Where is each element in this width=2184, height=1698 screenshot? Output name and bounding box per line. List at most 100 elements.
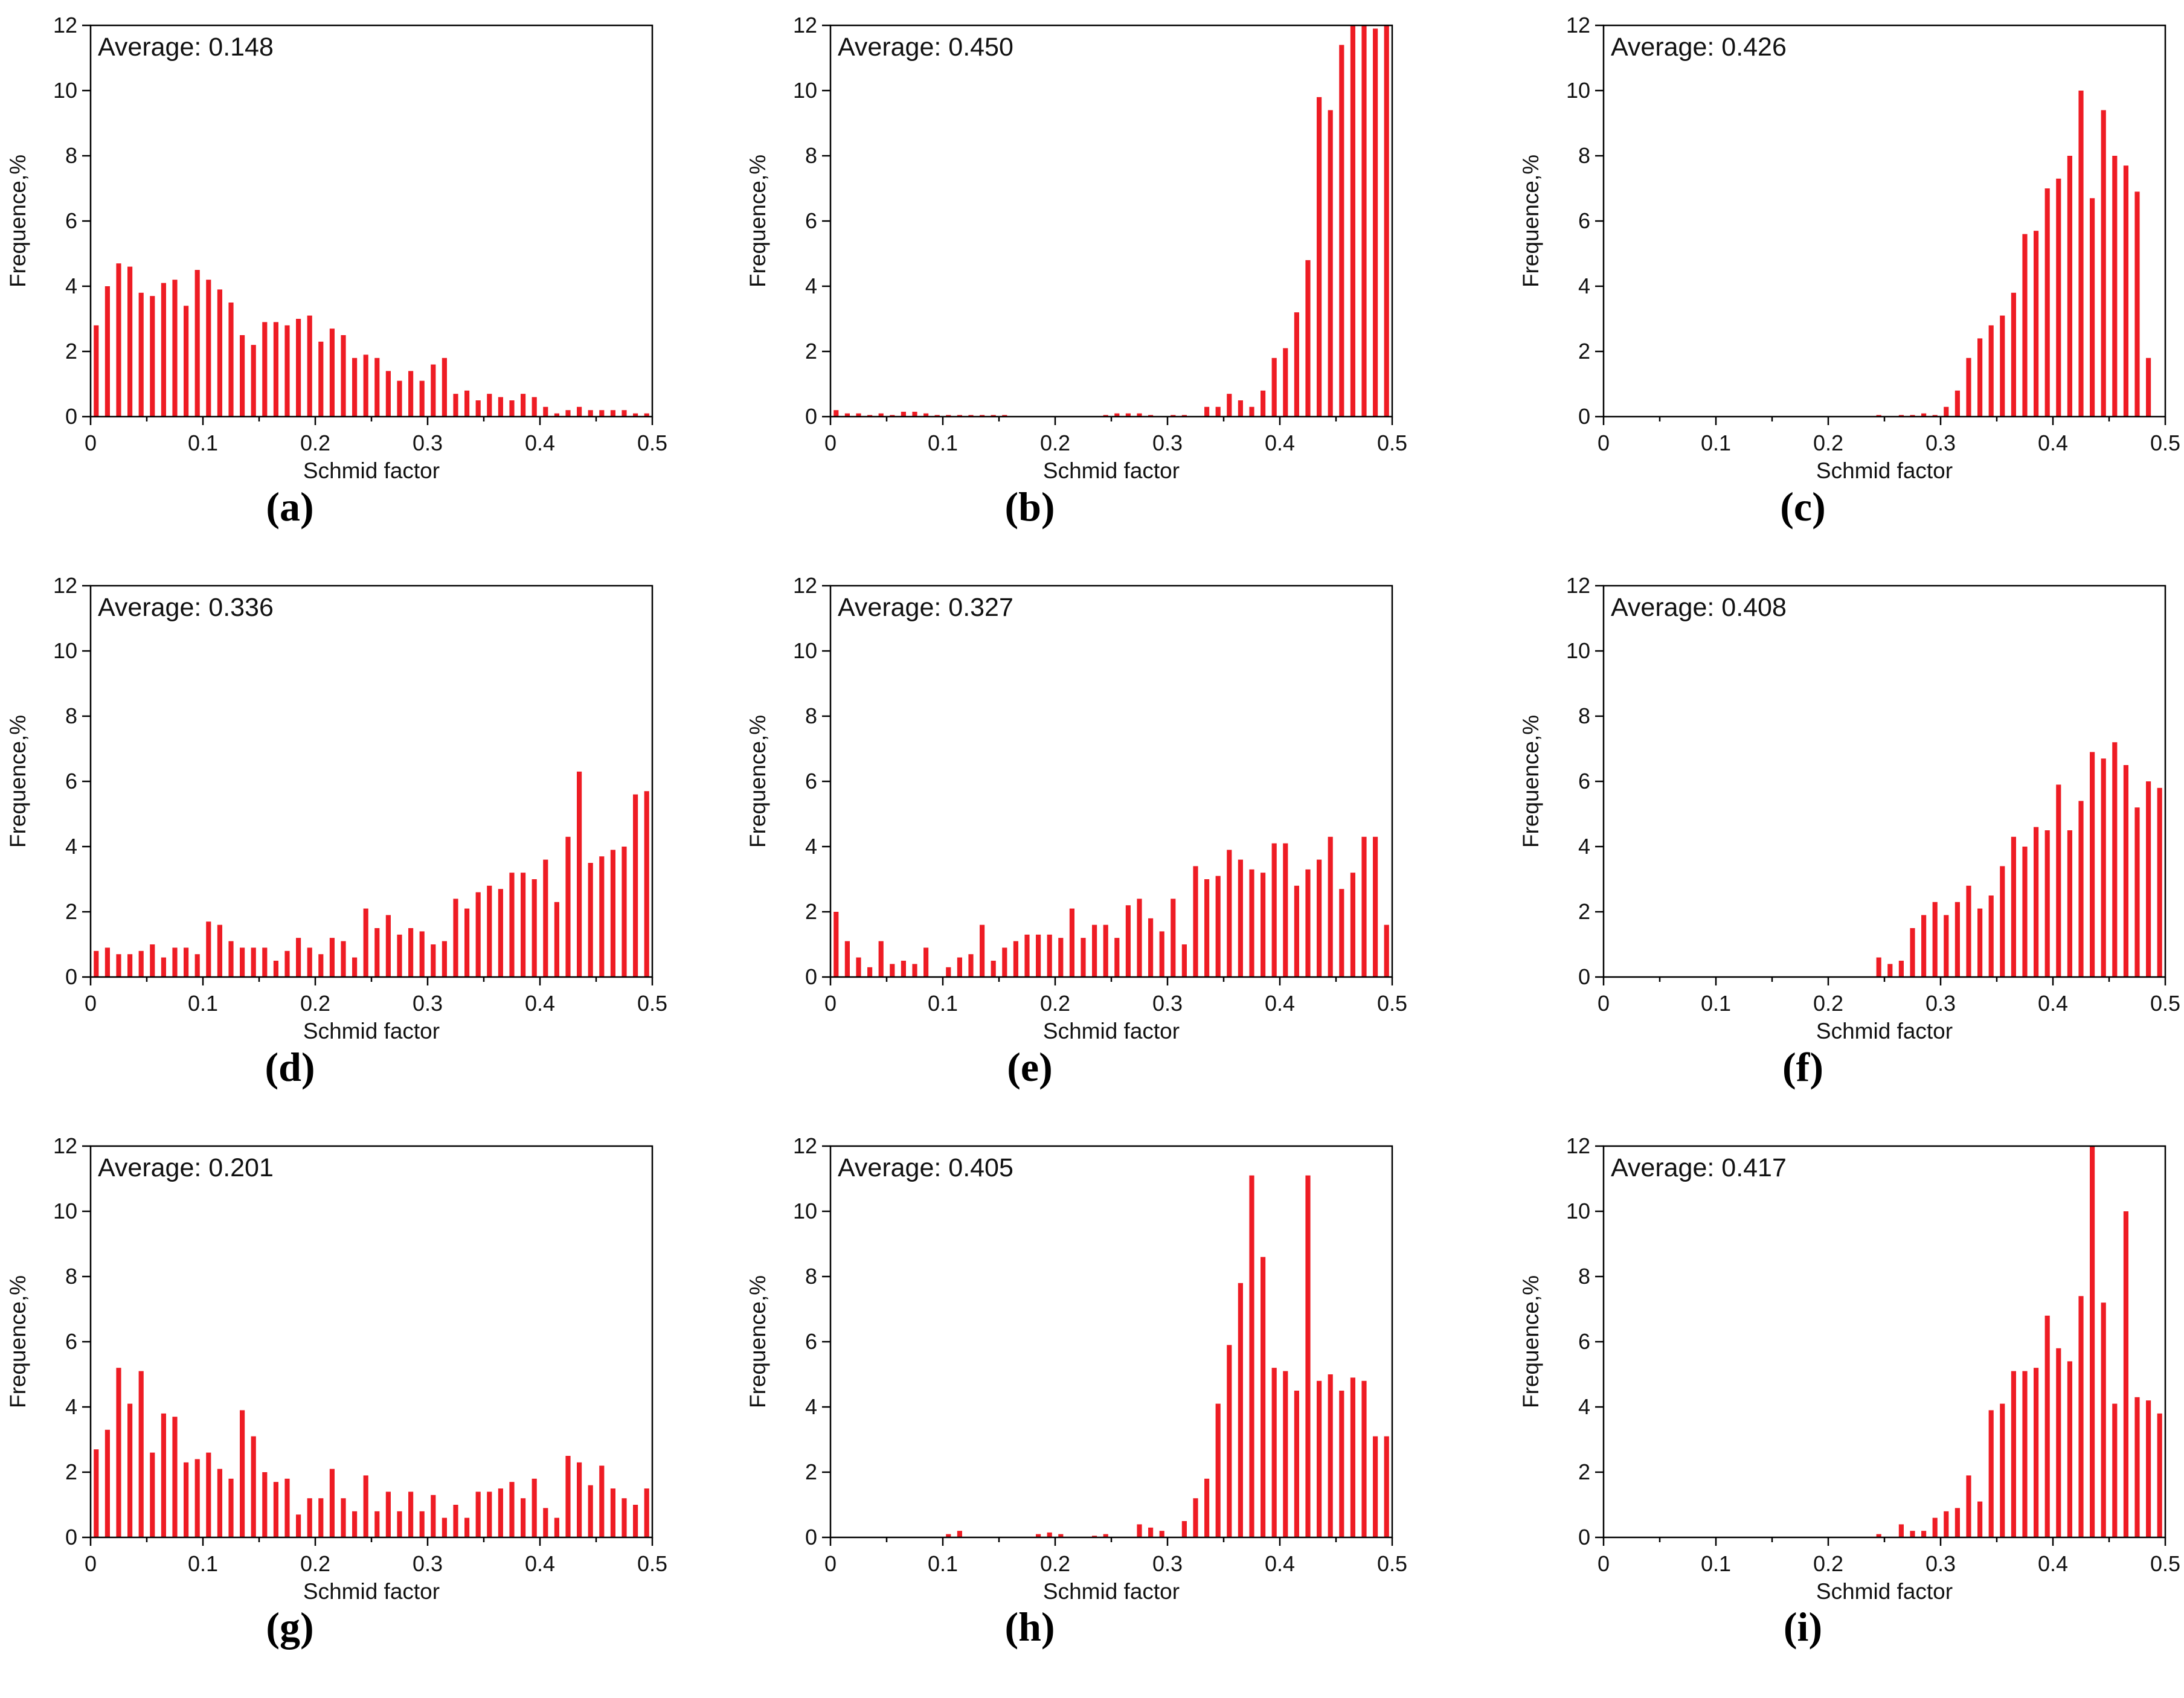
histogram-bar [890,964,895,977]
histogram-bar [599,856,605,977]
histogram-bar [453,899,458,977]
y-tick-label: 12 [793,16,817,37]
histogram-bar [2123,1211,2128,1537]
histogram-bar [1215,876,1221,977]
histogram-bar [94,1449,99,1537]
histogram-bar [923,413,929,417]
histogram-bar [2101,1302,2106,1537]
histogram-bar [1373,1436,1378,1537]
bars-group [94,771,649,977]
x-tick-label: 0.4 [1265,991,1295,1016]
histogram-bar [1932,902,1938,977]
histogram-bar [2101,758,2106,977]
histogram-bar [150,1452,155,1537]
histogram-bar [946,1534,951,1537]
histogram-bar [1328,1374,1333,1537]
histogram-bar [1249,406,1254,417]
histogram-bar [1114,938,1120,977]
x-axis-label: Schmid factor [303,1579,440,1604]
histogram-bar [262,1472,268,1537]
x-tick-label: 0.4 [1265,431,1295,455]
histogram-bar [1002,947,1007,977]
histogram-bar [833,912,839,977]
x-axis-label: Schmid factor [1816,1579,1953,1604]
histogram-bar [856,957,861,977]
histogram-bar [116,954,121,977]
y-tick-label: 10 [1566,638,1590,663]
histogram-bar [1294,312,1299,417]
histogram-bar [1171,415,1176,417]
histogram-bar [1215,406,1221,417]
histogram-bar [1092,1536,1097,1537]
y-tick-label: 10 [793,1199,817,1223]
histogram-bar [1159,1531,1164,1537]
histogram-bar [1932,415,1938,417]
histogram-bar [284,950,290,977]
histogram-bar [442,357,447,417]
histogram-bar [1898,415,1904,417]
histogram-chart-c: 0 2 4 6 8 10 12 0 0.1 0.2 0.3 0.4 0.5 Schmid factor Fr… [1518,16,2180,483]
histogram-bar [104,1429,110,1537]
histogram-bar [329,1469,335,1537]
histogram-bar [1384,1436,1389,1537]
x-tick-label: 0 [85,1551,97,1576]
histogram-bar [878,941,884,977]
y-tick-label: 4 [805,1394,817,1419]
histogram-bar [1339,889,1344,977]
histogram-bar [1181,1521,1187,1537]
histogram-bar [1013,941,1018,977]
histogram-bar [867,415,873,417]
histogram-bar [1317,1380,1322,1537]
histogram-bar [1238,400,1243,417]
x-tick-label: 0.3 [413,431,443,455]
histogram-bar [543,406,548,417]
histogram-bar [2146,1400,2151,1537]
histogram-bar [577,1462,582,1537]
histogram-bar [2067,1361,2072,1537]
histogram-bar [1181,415,1187,417]
histogram-bar [1305,1175,1311,1537]
panel-caption-e: (e) [1007,1044,1053,1090]
histogram-bar [1350,1377,1355,1537]
histogram-bar [1339,1391,1344,1537]
x-tick-label: 0.4 [2038,991,2068,1016]
histogram-chart-f: 0 2 4 6 8 10 12 0 0.1 0.2 0.3 0.4 0.5 Schmid factor Fr… [1518,576,2180,1043]
histogram-bar [161,283,166,417]
histogram-bar [1954,902,1960,977]
histogram-bar [1249,1175,1254,1537]
y-axis-label: Frequence,% [1518,1275,1543,1408]
histogram-bar [1305,260,1311,417]
x-tick-label: 0.4 [525,991,555,1016]
x-tick-label: 0.1 [188,1551,218,1576]
x-tick-label: 0.1 [928,991,958,1016]
y-tick-label: 0 [1578,964,1590,989]
y-tick-label: 8 [65,703,77,728]
y-tick-label: 8 [805,703,817,728]
panel-caption-a: (a) [266,484,314,530]
histogram-bar [273,322,278,417]
bars-group [833,25,1389,417]
histogram-bar [2078,801,2084,977]
panel-caption-i: (i) [1783,1604,1823,1650]
histogram-bar [577,406,582,417]
histogram-bar [532,879,537,977]
histogram-bar [1373,836,1378,977]
y-tick-label: 10 [53,78,77,103]
x-axis-label: Schmid factor [1816,1019,1953,1043]
histogram-bar [878,413,884,417]
histogram-bar [374,928,380,977]
histogram-bar [273,1482,278,1537]
histogram-bar [352,357,358,417]
histogram-bar [610,410,615,417]
histogram-bar [588,863,593,977]
y-tick-label: 12 [793,576,817,598]
y-tick-label: 8 [1578,1264,1590,1289]
x-tick-label: 0.2 [1813,431,1843,455]
x-tick-label: 0.3 [1152,431,1183,455]
histogram-bar [509,1482,515,1537]
histogram-bar [194,954,200,977]
histogram-bar [341,1498,346,1537]
histogram-bar [240,1410,245,1537]
histogram-chart-b: 0 2 4 6 8 10 12 0 0.1 0.2 0.3 0.4 0.5 Schmid factor Fr… [745,16,1407,483]
histogram-bar [172,1417,178,1537]
